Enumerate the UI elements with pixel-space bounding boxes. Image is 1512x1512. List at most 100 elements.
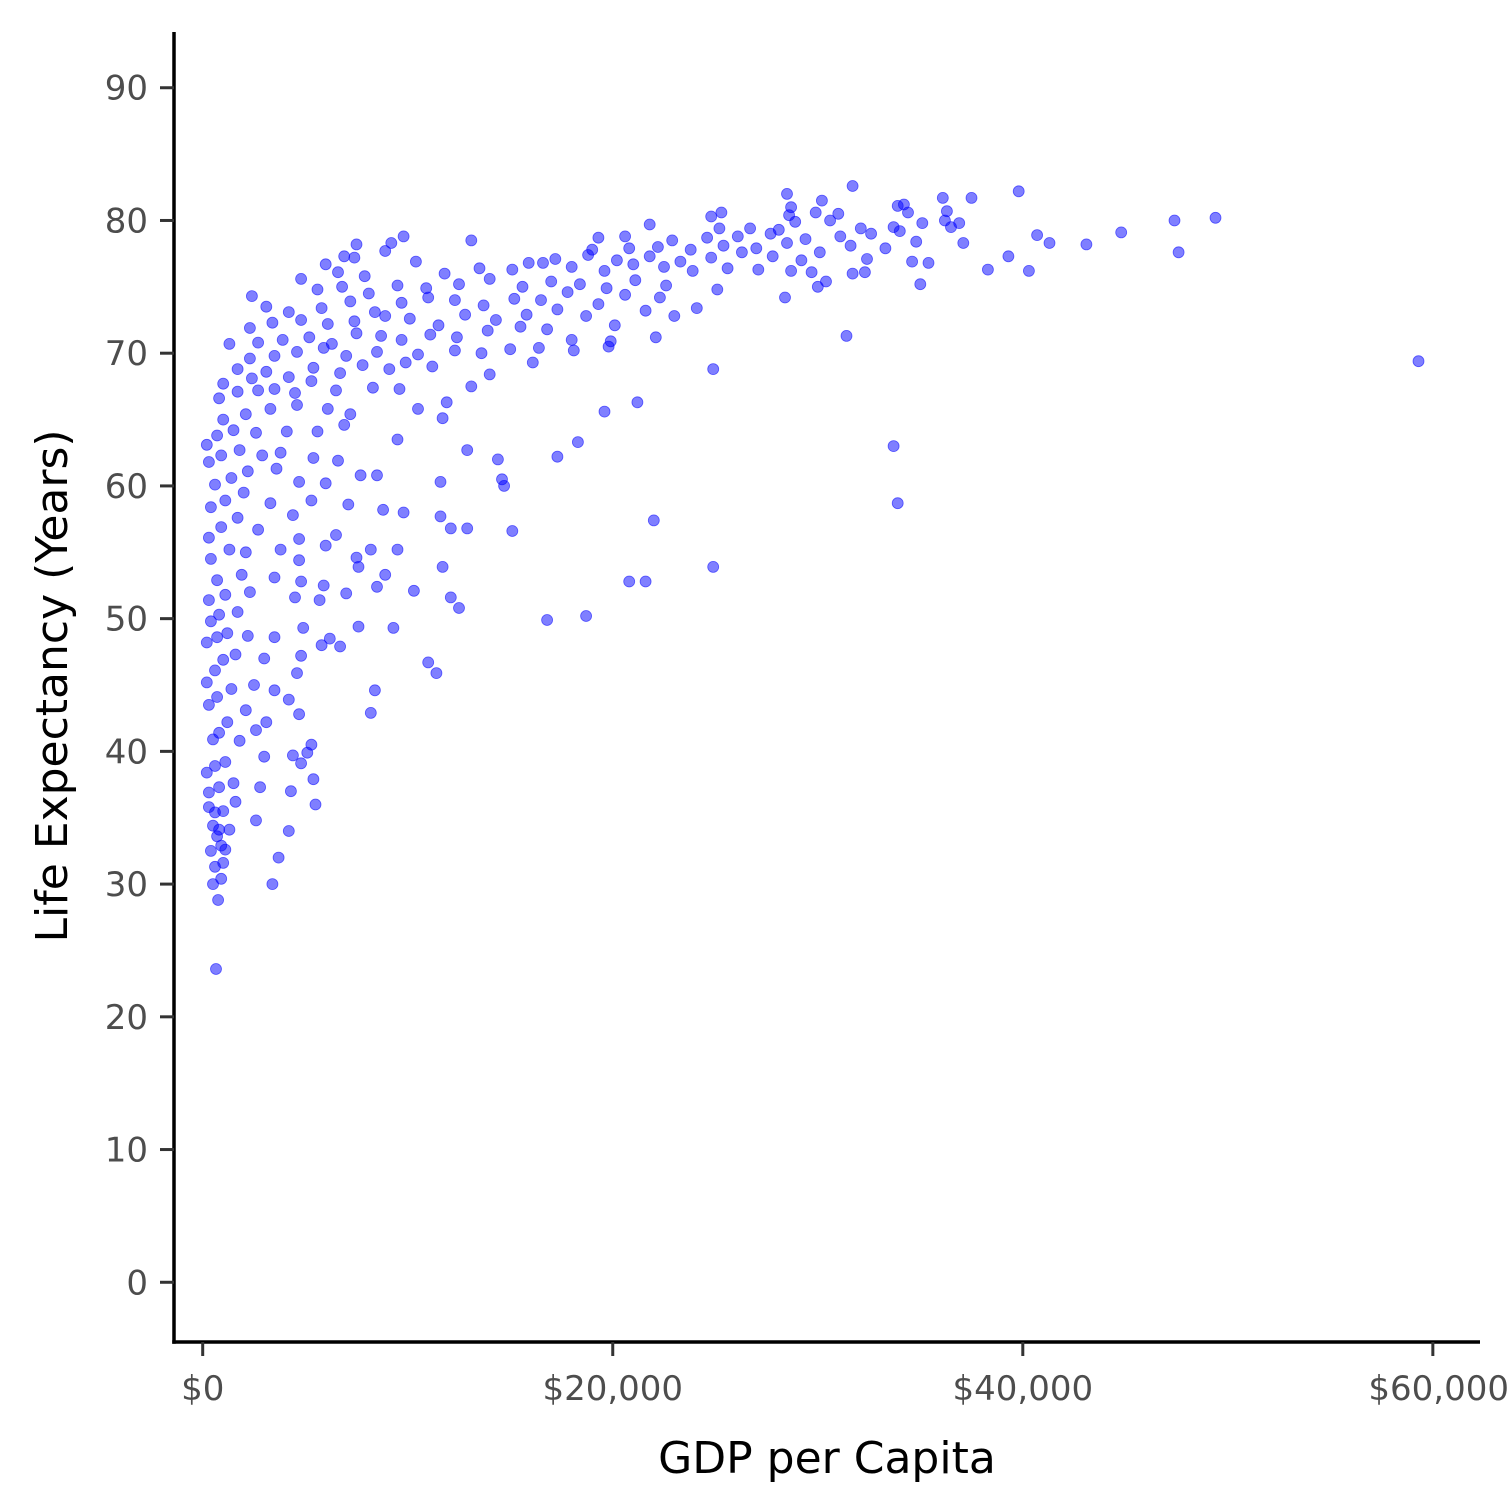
data-point [722, 263, 733, 274]
data-point [685, 244, 696, 255]
data-point [572, 437, 583, 448]
y-tick-label: 50 [105, 600, 148, 640]
data-point [203, 787, 214, 798]
data-point [821, 276, 832, 287]
y-tick-label: 80 [105, 201, 148, 241]
data-point [201, 439, 212, 450]
data-point [466, 381, 477, 392]
data-point [216, 522, 227, 533]
data-point [478, 300, 489, 311]
data-point [205, 845, 216, 856]
data-point [410, 256, 421, 267]
data-point [367, 382, 378, 393]
data-point [718, 240, 729, 251]
data-point [581, 611, 592, 622]
data-point [888, 222, 899, 233]
data-point [767, 251, 778, 262]
data-point [482, 325, 493, 336]
data-point [201, 637, 212, 648]
data-point [550, 254, 561, 265]
data-point [640, 576, 651, 587]
data-point [667, 235, 678, 246]
data-point [363, 288, 374, 299]
data-point [203, 699, 214, 710]
data-point [796, 255, 807, 266]
data-point [372, 581, 383, 592]
data-point [322, 319, 333, 330]
data-point [244, 353, 255, 364]
data-point [205, 502, 216, 513]
data-point [232, 364, 243, 375]
data-point [244, 323, 255, 334]
data-point [509, 293, 520, 304]
data-point [335, 641, 346, 652]
data-point [898, 199, 909, 210]
data-point [372, 470, 383, 481]
data-point [359, 271, 370, 282]
y-tick-label: 70 [105, 334, 148, 374]
data-point [441, 397, 452, 408]
data-point [277, 334, 288, 345]
data-point [652, 242, 663, 253]
data-point [437, 561, 448, 572]
data-point [474, 263, 485, 274]
data-point [261, 301, 272, 312]
data-point [593, 299, 604, 310]
data-point [261, 366, 272, 377]
data-point [449, 345, 460, 356]
data-point [306, 495, 317, 506]
data-point [661, 280, 672, 291]
data-point [232, 607, 243, 618]
data-point [782, 188, 793, 199]
data-point [581, 311, 592, 322]
data-point [220, 589, 231, 600]
data-point [691, 303, 702, 314]
data-point [214, 824, 225, 835]
data-point [212, 692, 223, 703]
data-point [294, 534, 305, 545]
data-point [587, 244, 598, 255]
data-point [220, 844, 231, 855]
data-point [296, 315, 307, 326]
data-point [425, 329, 436, 340]
data-point [490, 315, 501, 326]
data-point [601, 283, 612, 294]
data-point [205, 553, 216, 564]
data-point [380, 569, 391, 580]
data-point [242, 630, 253, 641]
data-point [599, 406, 610, 417]
data-point [398, 507, 409, 518]
data-point [314, 595, 325, 606]
data-point [855, 223, 866, 234]
data-point [435, 476, 446, 487]
data-point [244, 587, 255, 598]
data-point [400, 357, 411, 368]
data-point [261, 717, 272, 728]
x-axis-title: GDP per Capita [658, 1433, 996, 1484]
data-point [941, 206, 952, 217]
data-point [433, 320, 444, 331]
data-point [269, 632, 280, 643]
data-point [712, 284, 723, 295]
data-point [294, 709, 305, 720]
data-point [574, 279, 585, 290]
data-point [800, 234, 811, 245]
data-point [269, 350, 280, 361]
data-point [1116, 227, 1127, 238]
data-point [218, 806, 229, 817]
data-point [218, 857, 229, 868]
data-point [213, 895, 224, 906]
data-point [253, 385, 264, 396]
data-point [845, 240, 856, 251]
data-point [283, 307, 294, 318]
data-point [421, 283, 432, 294]
data-point [505, 344, 516, 355]
data-point [923, 257, 934, 268]
data-point [782, 238, 793, 249]
data-point [552, 304, 563, 315]
data-point [460, 309, 471, 320]
data-point [892, 498, 903, 509]
data-point [1013, 186, 1024, 197]
x-axis: $0 $20,000 $40,000 $60,000 [172, 1342, 1509, 1409]
